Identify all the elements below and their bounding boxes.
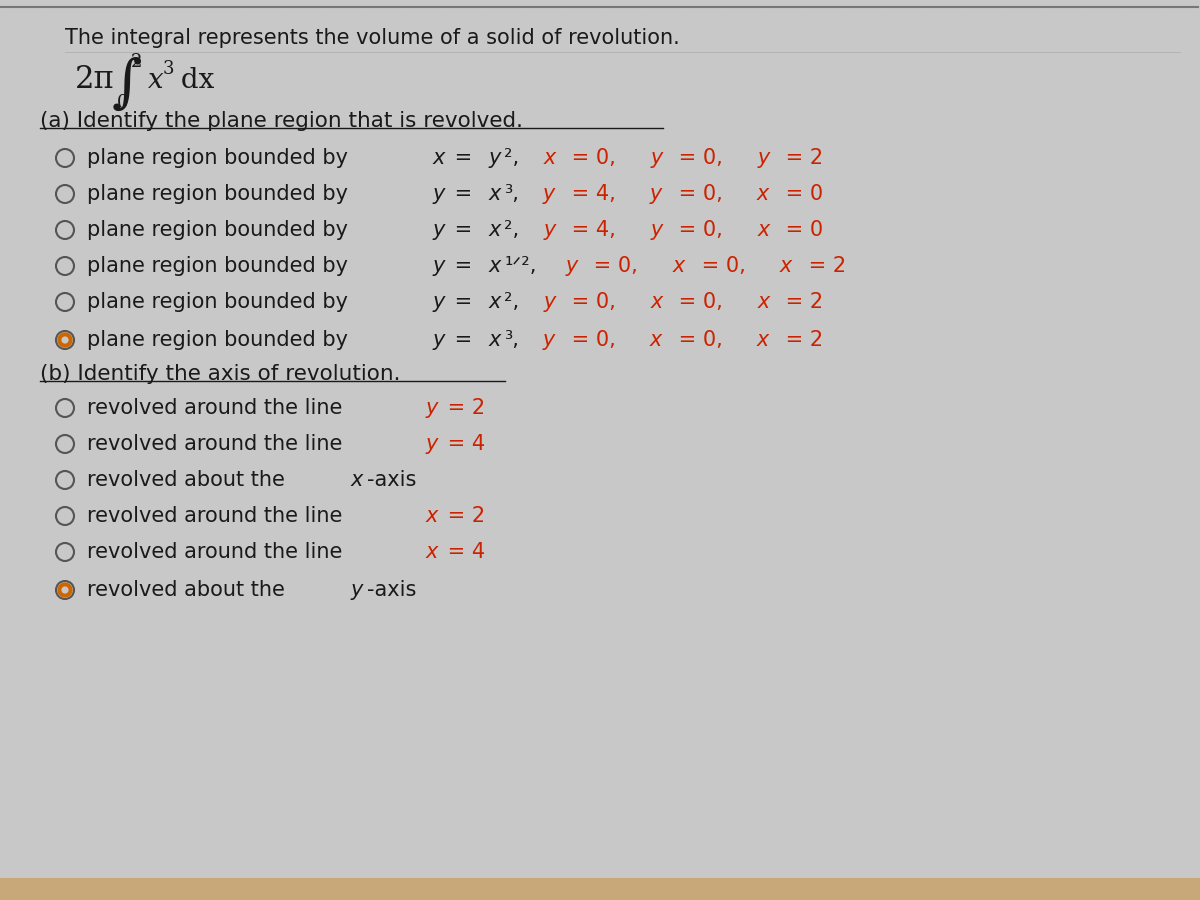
Text: revolved about the: revolved about the (88, 580, 292, 600)
Text: -axis: -axis (367, 470, 416, 490)
Text: = 0,: = 0, (672, 330, 722, 350)
Text: x: x (738, 184, 769, 204)
Text: y: y (523, 220, 556, 240)
Circle shape (58, 582, 73, 598)
Text: =: = (449, 256, 479, 276)
Text: = 0,: = 0, (672, 148, 724, 168)
Text: 0: 0 (118, 94, 128, 112)
Text: ²,: ², (504, 292, 520, 312)
Text: =: = (449, 148, 479, 168)
Text: plane region bounded by: plane region bounded by (88, 292, 355, 312)
Text: x: x (760, 256, 792, 276)
Text: dx: dx (172, 67, 215, 94)
Text: = 2: = 2 (802, 256, 846, 276)
Text: = 0,: = 0, (565, 330, 616, 350)
Circle shape (61, 587, 68, 594)
Text: = 2: = 2 (780, 292, 823, 312)
Text: = 2: = 2 (779, 330, 823, 350)
Circle shape (61, 337, 68, 344)
Text: x: x (488, 184, 500, 204)
Circle shape (58, 332, 73, 347)
Text: = 2: = 2 (780, 148, 823, 168)
Text: plane region bounded by: plane region bounded by (88, 256, 355, 276)
Text: 2: 2 (131, 53, 143, 71)
Text: = 4: = 4 (442, 542, 485, 562)
Text: x: x (488, 256, 500, 276)
Text: ³,: ³, (504, 330, 518, 350)
Text: (a) Identify the plane region that is revolved.: (a) Identify the plane region that is re… (40, 111, 523, 131)
Text: x: x (738, 292, 770, 312)
Text: plane region bounded by: plane region bounded by (88, 330, 355, 350)
Text: = 4,: = 4, (565, 184, 616, 204)
Text: revolved around the line: revolved around the line (88, 398, 349, 418)
Text: = 0,: = 0, (672, 184, 722, 204)
Text: revolved around the line: revolved around the line (88, 506, 349, 526)
Text: = 0,: = 0, (695, 256, 745, 276)
Text: y: y (432, 184, 445, 204)
Text: revolved about the: revolved about the (88, 470, 292, 490)
Text: plane region bounded by: plane region bounded by (88, 184, 355, 204)
Text: x: x (631, 292, 662, 312)
Text: ³,: ³, (504, 184, 518, 204)
Text: = 0,: = 0, (565, 292, 616, 312)
Text: y: y (432, 292, 445, 312)
Text: y: y (738, 148, 770, 168)
Text: y: y (523, 292, 556, 312)
Text: = 0,: = 0, (672, 220, 724, 240)
Text: x: x (630, 330, 662, 350)
Text: plane region bounded by: plane region bounded by (88, 148, 355, 168)
Text: x: x (425, 542, 438, 562)
Text: x: x (148, 67, 163, 94)
Text: 3: 3 (163, 60, 174, 78)
Text: y: y (523, 330, 556, 350)
Text: =: = (449, 292, 479, 312)
Text: =: = (449, 330, 479, 350)
Text: y: y (425, 434, 438, 454)
Text: x: x (523, 148, 556, 168)
Text: x: x (488, 330, 500, 350)
Text: y: y (425, 398, 438, 418)
Text: y: y (350, 580, 364, 600)
Text: 2π: 2π (74, 65, 115, 95)
Text: x: x (653, 256, 685, 276)
Text: x: x (432, 148, 445, 168)
Text: (b) Identify the axis of revolution.: (b) Identify the axis of revolution. (40, 364, 401, 384)
Text: = 0,: = 0, (565, 148, 616, 168)
Text: revolved around the line: revolved around the line (88, 542, 349, 562)
Text: x: x (488, 220, 500, 240)
Text: = 2: = 2 (442, 506, 485, 526)
Text: = 0: = 0 (780, 220, 823, 240)
Text: y: y (432, 220, 445, 240)
Text: y: y (432, 256, 445, 276)
Text: ²,: ², (504, 220, 520, 240)
Text: y: y (488, 148, 500, 168)
Text: y: y (546, 256, 578, 276)
Text: = 2: = 2 (442, 398, 485, 418)
Text: y: y (630, 184, 662, 204)
Text: y: y (432, 330, 445, 350)
Text: = 0,: = 0, (588, 256, 638, 276)
Text: x: x (738, 220, 770, 240)
Text: x: x (488, 292, 500, 312)
Text: The integral represents the volume of a solid of revolution.: The integral represents the volume of a … (65, 28, 679, 48)
Text: x: x (738, 330, 769, 350)
Text: = 4,: = 4, (565, 220, 616, 240)
Text: plane region bounded by: plane region bounded by (88, 220, 355, 240)
FancyBboxPatch shape (0, 878, 1200, 900)
Text: x: x (350, 470, 364, 490)
Text: =: = (449, 184, 479, 204)
Text: ∫: ∫ (112, 57, 143, 113)
Text: = 0: = 0 (779, 184, 823, 204)
Text: ¹ᐟ²,: ¹ᐟ², (504, 256, 536, 276)
Text: =: = (449, 220, 479, 240)
Text: y: y (523, 184, 556, 204)
Text: revolved around the line: revolved around the line (88, 434, 349, 454)
Text: ²,: ², (504, 148, 520, 168)
Text: -axis: -axis (367, 580, 416, 600)
Text: y: y (631, 148, 662, 168)
Text: = 0,: = 0, (672, 292, 724, 312)
Text: = 4: = 4 (442, 434, 485, 454)
Text: y: y (631, 220, 662, 240)
Text: x: x (425, 506, 438, 526)
